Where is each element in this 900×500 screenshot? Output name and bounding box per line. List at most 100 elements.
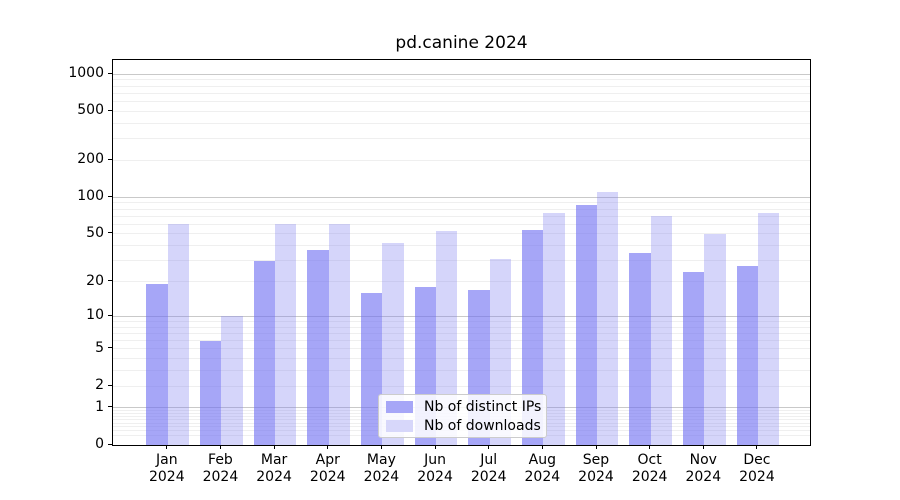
x-tick-jun xyxy=(434,445,436,449)
gridline-minor-20 xyxy=(113,281,810,283)
x-tick-label-year: 2024 xyxy=(256,469,292,485)
y-tick-100 xyxy=(108,195,112,197)
y-tick-5 xyxy=(108,347,112,349)
y-tick-label-1: 1 xyxy=(95,398,104,415)
x-tick-label-jun: Jun 2024 xyxy=(403,452,467,486)
x-tick-label-feb: Feb 2024 xyxy=(188,452,252,486)
y-tick-1000 xyxy=(108,72,112,74)
gridline-minor-5 xyxy=(113,348,810,350)
x-tick-label-may: May 2024 xyxy=(349,452,413,486)
bar-ips-feb xyxy=(200,340,222,445)
bar-downloads-jun xyxy=(436,230,458,445)
y-tick-label-0: 0 xyxy=(95,436,104,452)
x-tick-label-year: 2024 xyxy=(309,469,346,485)
gridline-minor-30 xyxy=(113,260,810,262)
bar-ips-jan xyxy=(146,284,168,445)
bar-downloads-aug xyxy=(543,213,565,445)
bar-ips-apr xyxy=(307,249,329,445)
bar-ips-sep xyxy=(575,205,597,445)
x-tick-label-year: 2024 xyxy=(578,469,614,485)
y-tick-50 xyxy=(108,232,112,234)
x-tick-label-year: 2024 xyxy=(470,469,507,485)
x-tick-label-month: Mar xyxy=(260,452,288,468)
y-tick-500 xyxy=(108,109,112,111)
y-tick-label-200: 200 xyxy=(77,151,104,168)
x-tick-label-dec: Dec 2024 xyxy=(725,452,789,486)
x-tick-label-year: 2024 xyxy=(417,469,453,485)
legend-item: Nb of distinct IPs xyxy=(386,398,546,415)
x-tick-label-year: 2024 xyxy=(148,469,185,485)
gridline-minor-3 xyxy=(113,370,810,372)
x-tick-oct xyxy=(649,445,651,449)
x-tick-label-jul: Jul 2024 xyxy=(457,452,521,486)
bar-ips-oct xyxy=(629,252,651,445)
y-tick-label-500: 500 xyxy=(77,102,104,119)
legend-item: Nb of downloads xyxy=(386,417,546,434)
gridline-minor-9 xyxy=(113,320,810,322)
x-tick-label-apr: Apr 2024 xyxy=(296,452,360,486)
x-tick-label-month: Sep xyxy=(582,452,610,468)
x-tick-aug xyxy=(541,445,543,449)
y-tick-label-100: 100 xyxy=(77,188,104,205)
gridline-minor-700 xyxy=(113,92,810,94)
x-tick-label-nov: Nov 2024 xyxy=(671,452,735,486)
bar-downloads-jan xyxy=(167,224,190,445)
x-tick-dec xyxy=(756,445,758,449)
x-tick-label-jan: Jan 2024 xyxy=(135,452,199,486)
x-tick-mar xyxy=(273,445,275,449)
x-tick-label-month: Dec xyxy=(743,452,771,468)
x-tick-label-year: 2024 xyxy=(739,469,775,485)
plot-area xyxy=(112,59,811,446)
bar-ips-aug xyxy=(521,229,544,445)
x-tick-label-aug: Aug 2024 xyxy=(510,452,574,486)
x-tick-label-year: 2024 xyxy=(524,469,561,485)
bar-downloads-sep xyxy=(597,192,619,445)
x-tick-label-year: 2024 xyxy=(685,469,722,485)
legend-label: Nb of downloads xyxy=(424,417,541,434)
x-tick-label-month: Jun xyxy=(424,452,446,468)
x-tick-label-month: Jul xyxy=(480,452,498,468)
x-tick-jan xyxy=(166,445,168,449)
x-tick-label-year: 2024 xyxy=(363,469,400,485)
x-tick-label-year: 2024 xyxy=(202,469,239,485)
x-tick-label-oct: Oct 2024 xyxy=(618,452,682,486)
gridline-minor-800 xyxy=(113,85,810,87)
x-tick-may xyxy=(380,445,382,449)
bar-downloads-oct xyxy=(650,216,673,445)
bar-downloads-mar xyxy=(275,224,297,445)
gridline-minor-50 xyxy=(113,233,810,235)
y-tick-label-50: 50 xyxy=(86,224,104,241)
gridline-minor-7 xyxy=(113,332,810,334)
gridline-minor-80 xyxy=(113,208,810,210)
gridline-minor-60 xyxy=(113,223,810,225)
y-tick-label-2: 2 xyxy=(95,377,104,394)
gridline-minor-6 xyxy=(113,340,810,342)
bar-ips-nov xyxy=(682,272,705,445)
bar-ips-mar xyxy=(253,260,276,445)
bar-downloads-apr xyxy=(328,224,351,445)
gridline-minor-2 xyxy=(113,385,810,387)
legend-swatch-downloads xyxy=(386,419,413,432)
x-tick-feb xyxy=(219,445,221,449)
y-tick-label-10: 10 xyxy=(86,307,104,324)
gridline-minor-600 xyxy=(113,100,810,102)
legend-swatch-ips xyxy=(386,400,413,413)
gridline-minor-900 xyxy=(113,79,810,81)
y-tick-1 xyxy=(108,406,112,408)
gridline-minor-300 xyxy=(113,138,810,140)
gridline-minor-400 xyxy=(113,122,810,124)
bar-ips-dec xyxy=(736,266,758,445)
gridline-minor-8 xyxy=(113,326,810,328)
gridline-minor-90 xyxy=(113,202,810,204)
y-tick-label-20: 20 xyxy=(86,272,104,289)
legend: Nb of distinct IPs Nb of downloads xyxy=(378,394,547,438)
bar-downloads-feb xyxy=(221,316,243,445)
bar-downloads-nov xyxy=(704,233,726,445)
x-tick-apr xyxy=(327,445,329,449)
x-tick-label-month: Jan xyxy=(156,452,178,468)
gridline-minor-40 xyxy=(113,245,810,247)
y-tick-label-1000: 1000 xyxy=(68,65,104,82)
x-tick-label-sep: Sep 2024 xyxy=(564,452,628,486)
y-tick-2 xyxy=(108,384,112,386)
y-tick-20 xyxy=(108,280,112,282)
